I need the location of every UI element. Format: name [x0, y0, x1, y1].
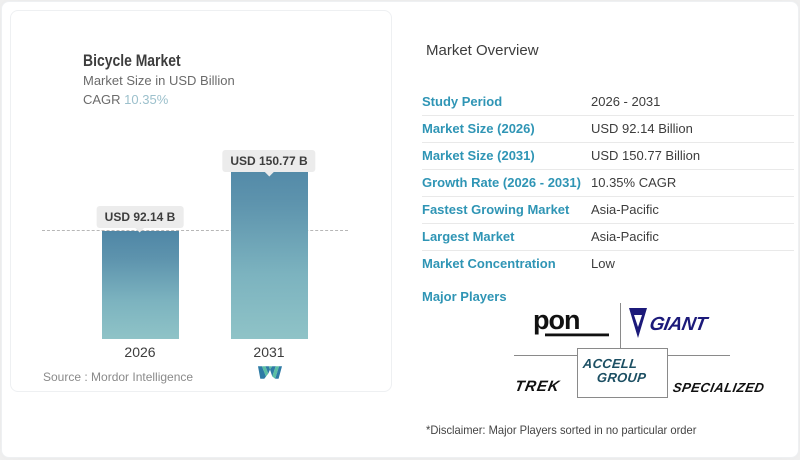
svg-text:GIANT: GIANT	[648, 314, 711, 335]
svg-text:pon: pon	[533, 306, 579, 335]
